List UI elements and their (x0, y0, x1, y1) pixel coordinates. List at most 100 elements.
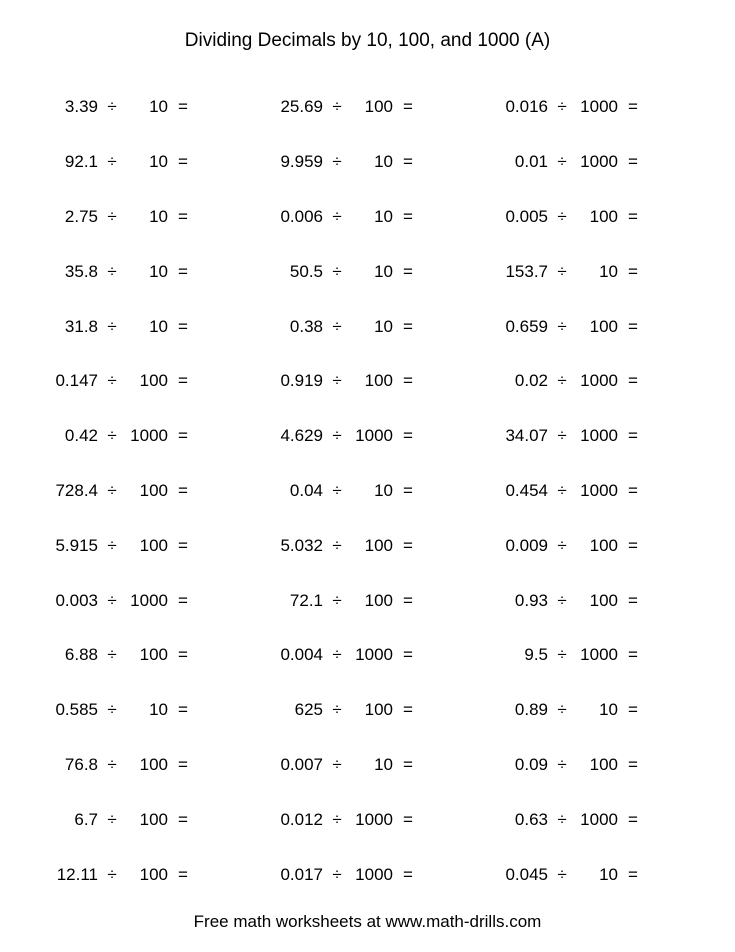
divisor-value: 1000 (576, 645, 618, 665)
equals-sign: = (393, 152, 417, 172)
equals-sign: = (618, 262, 642, 282)
dividend-value: 0.016 (490, 97, 548, 117)
dividend-value: 0.09 (490, 755, 548, 775)
problem-cell: 35.8÷10= (40, 244, 245, 299)
divisor-value: 1000 (576, 152, 618, 172)
equals-sign: = (393, 481, 417, 501)
divide-operator: ÷ (548, 481, 576, 501)
divide-operator: ÷ (548, 536, 576, 556)
divisor-value: 100 (351, 371, 393, 391)
divisor-value: 1000 (576, 481, 618, 501)
divisor-value: 100 (126, 755, 168, 775)
problem-cell: 31.8÷10= (40, 299, 245, 354)
divisor-value: 10 (126, 152, 168, 172)
divisor-value: 10 (576, 700, 618, 720)
problem-cell: 0.005÷100= (490, 190, 695, 245)
problem-cell: 0.012÷1000= (265, 792, 470, 847)
dividend-value: 3.39 (40, 97, 98, 117)
divide-operator: ÷ (98, 152, 126, 172)
equals-sign: = (618, 645, 642, 665)
equals-sign: = (618, 317, 642, 337)
problem-cell: 4.629÷1000= (265, 409, 470, 464)
divide-operator: ÷ (548, 700, 576, 720)
divide-operator: ÷ (323, 810, 351, 830)
dividend-value: 0.454 (490, 481, 548, 501)
divisor-value: 100 (576, 317, 618, 337)
equals-sign: = (618, 700, 642, 720)
divisor-value: 100 (351, 97, 393, 117)
problem-cell: 0.01÷1000= (490, 135, 695, 190)
divide-operator: ÷ (548, 262, 576, 282)
dividend-value: 0.38 (265, 317, 323, 337)
dividend-value: 50.5 (265, 262, 323, 282)
problem-cell: 0.585÷10= (40, 683, 245, 738)
worksheet-page: Dividing Decimals by 10, 100, and 1000 (… (0, 0, 735, 952)
dividend-value: 0.004 (265, 645, 323, 665)
problem-cell: 0.659÷100= (490, 299, 695, 354)
divide-operator: ÷ (323, 481, 351, 501)
divisor-value: 10 (351, 481, 393, 501)
equals-sign: = (618, 536, 642, 556)
equals-sign: = (168, 481, 192, 501)
dividend-value: 34.07 (490, 426, 548, 446)
dividend-value: 0.659 (490, 317, 548, 337)
dividend-value: 0.003 (40, 591, 98, 611)
problem-cell: 0.93÷100= (490, 573, 695, 628)
divisor-value: 1000 (351, 645, 393, 665)
equals-sign: = (618, 865, 642, 885)
dividend-value: 6.88 (40, 645, 98, 665)
equals-sign: = (393, 536, 417, 556)
divide-operator: ÷ (98, 645, 126, 665)
equals-sign: = (618, 591, 642, 611)
equals-sign: = (168, 591, 192, 611)
equals-sign: = (393, 865, 417, 885)
divide-operator: ÷ (323, 262, 351, 282)
equals-sign: = (393, 97, 417, 117)
divisor-value: 100 (126, 645, 168, 665)
problem-cell: 76.8÷100= (40, 738, 245, 793)
divide-operator: ÷ (323, 755, 351, 775)
divide-operator: ÷ (548, 865, 576, 885)
equals-sign: = (168, 645, 192, 665)
divisor-value: 1000 (126, 591, 168, 611)
divisor-value: 100 (576, 591, 618, 611)
problem-cell: 0.007÷10= (265, 738, 470, 793)
dividend-value: 0.04 (265, 481, 323, 501)
divide-operator: ÷ (323, 591, 351, 611)
equals-sign: = (393, 371, 417, 391)
divisor-value: 100 (126, 810, 168, 830)
dividend-value: 0.02 (490, 371, 548, 391)
equals-sign: = (168, 97, 192, 117)
dividend-value: 72.1 (265, 591, 323, 611)
divide-operator: ÷ (548, 591, 576, 611)
dividend-value: 92.1 (40, 152, 98, 172)
equals-sign: = (393, 810, 417, 830)
dividend-value: 0.93 (490, 591, 548, 611)
equals-sign: = (393, 591, 417, 611)
equals-sign: = (168, 536, 192, 556)
problem-cell: 0.045÷10= (490, 847, 695, 902)
divide-operator: ÷ (98, 262, 126, 282)
dividend-value: 0.006 (265, 207, 323, 227)
divide-operator: ÷ (548, 645, 576, 665)
equals-sign: = (618, 755, 642, 775)
divide-operator: ÷ (98, 481, 126, 501)
divisor-value: 1000 (576, 371, 618, 391)
dividend-value: 31.8 (40, 317, 98, 337)
dividend-value: 9.5 (490, 645, 548, 665)
divide-operator: ÷ (98, 536, 126, 556)
dividend-value: 6.7 (40, 810, 98, 830)
problem-cell: 92.1÷10= (40, 135, 245, 190)
divide-operator: ÷ (548, 207, 576, 227)
problem-cell: 12.11÷100= (40, 847, 245, 902)
problem-cell: 3.39÷10= (40, 80, 245, 135)
divide-operator: ÷ (323, 371, 351, 391)
problem-cell: 9.959÷10= (265, 135, 470, 190)
problem-cell: 5.032÷100= (265, 518, 470, 573)
problem-cell: 34.07÷1000= (490, 409, 695, 464)
divide-operator: ÷ (323, 152, 351, 172)
dividend-value: 5.915 (40, 536, 98, 556)
divisor-value: 10 (351, 152, 393, 172)
divide-operator: ÷ (323, 207, 351, 227)
equals-sign: = (393, 207, 417, 227)
